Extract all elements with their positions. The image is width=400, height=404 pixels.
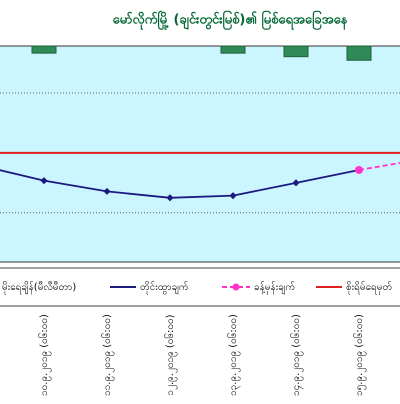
title-band — [0, 0, 400, 44]
x-tick-label: ၁၂.၉.၂၀၁၉ (၀၆:၀၀) — [163, 314, 178, 395]
x-tick-label: ၁၅.၉.၂၀၁၉ (၀၆:၀၀) — [352, 314, 367, 396]
plot-area — [0, 45, 400, 263]
point — [229, 192, 237, 200]
point — [40, 177, 48, 185]
x-tick-label: ၁၃.၉.၂၀၁၉ (၀၆:၀၀) — [226, 314, 241, 396]
rain-bar — [220, 45, 246, 54]
point — [292, 179, 300, 187]
point — [355, 165, 363, 174]
chart-title: မော်လိုက်မြို့ (ချင်းတွင်းမြစ်)၏ မြစ်ရေအ… — [113, 10, 349, 31]
legend-label: မိုးရေချိန်(မီလီမီတာ) — [2, 280, 76, 295]
legend-label: စိုးရိမ်ရေမှတ် — [346, 280, 392, 295]
series-line — [358, 162, 400, 171]
rain-bar — [283, 45, 309, 58]
legend-label: ခန့်မှန်းချက် — [254, 280, 295, 295]
point — [103, 187, 111, 195]
point — [166, 194, 174, 202]
x-tick-label: ၁၁.၉.၂၀၁၉ (၀၆:၀၀) — [100, 314, 115, 396]
x-tick-label: ၁၀.၉.၂၀၁၉ (၀၆:၀၀) — [37, 314, 52, 396]
legend-label: တိုင်းထွာချက် — [140, 280, 189, 295]
rain-bar — [31, 45, 57, 54]
legend-swatch — [232, 283, 240, 291]
rain-bar — [346, 45, 372, 61]
x-tick-label: ၁၄.၉.၂၀၁၉ (၀၆:၀၀) — [289, 314, 304, 396]
